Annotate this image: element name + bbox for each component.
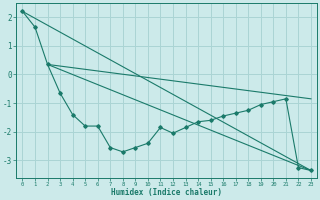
X-axis label: Humidex (Indice chaleur): Humidex (Indice chaleur) [111,188,222,197]
